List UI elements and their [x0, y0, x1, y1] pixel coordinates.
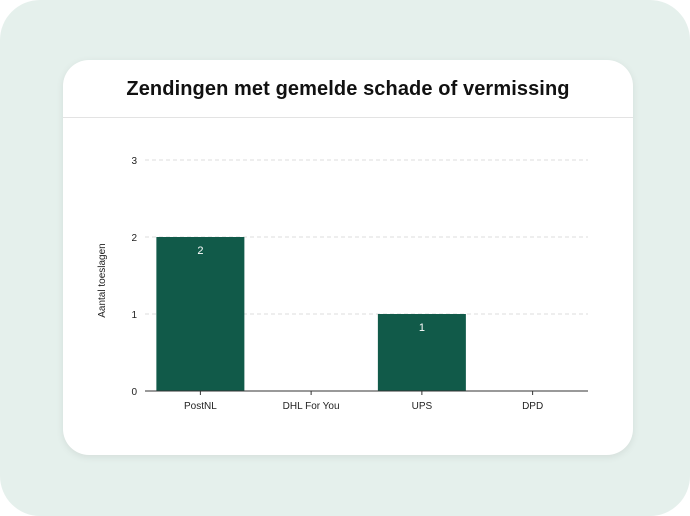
- bar-postnl: [156, 237, 245, 391]
- y-tick-label: 1: [131, 310, 137, 321]
- y-tick-label: 0: [131, 387, 137, 398]
- y-axis-label: Aantal toeslagen: [97, 243, 108, 318]
- y-tick-label: 2: [131, 233, 137, 244]
- y-tick-label: 3: [131, 156, 137, 167]
- chart-title: Zendingen met gemelde schade of vermissi…: [126, 78, 570, 100]
- x-tick-label: UPS: [412, 401, 433, 412]
- bar-ups: [377, 314, 466, 391]
- bars: [156, 237, 466, 391]
- data-labels: 21: [197, 245, 425, 334]
- x-tick-label: DPD: [522, 401, 543, 412]
- card-header: Zendingen met gemelde schade of vermissi…: [63, 60, 633, 118]
- data-label: 1: [419, 322, 425, 334]
- x-tick-label: DHL For You: [283, 401, 340, 412]
- data-label: 2: [197, 245, 203, 257]
- axes: 0 1 2 3 PostNL DHL For You UPS DPD: [131, 156, 588, 412]
- x-tick-label: PostNL: [184, 401, 217, 412]
